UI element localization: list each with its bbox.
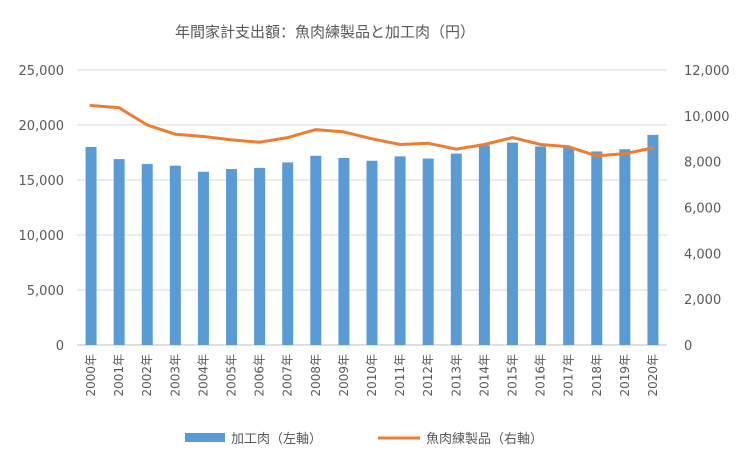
bar	[394, 156, 406, 345]
bar	[591, 151, 603, 345]
x-tick-label: 2006年	[253, 354, 267, 397]
left-axis: 0 5,000 10,000 15,000 20,000 25,000	[19, 64, 65, 354]
x-tick-label: 2011年	[393, 354, 407, 397]
x-axis: 2000年 2001年 2002年 2003年 2004年 2005年 2006年 2007年…	[84, 354, 660, 397]
x-tick-label: 2000年	[84, 354, 98, 397]
left-tick-label: 15,000	[19, 174, 65, 189]
x-tick-label: 2002年	[140, 354, 154, 397]
line-series-layer	[89, 104, 655, 158]
legend: 加工肉（左軸） 魚肉練製品（右軸）	[185, 432, 543, 447]
x-tick-label: 2013年	[449, 354, 463, 397]
x-tick-label: 2007年	[281, 354, 295, 397]
bar	[535, 146, 547, 345]
x-tick-label: 2015年	[506, 354, 520, 397]
bar	[226, 169, 238, 345]
bar	[282, 162, 294, 345]
x-tick-label: 2018年	[590, 354, 604, 397]
bar	[506, 142, 518, 345]
left-tick-label: 20,000	[19, 119, 65, 134]
left-tick-label: 0	[56, 339, 64, 354]
right-tick-label: 0	[684, 339, 692, 354]
x-tick-label: 2005年	[225, 354, 239, 397]
left-tick-label: 5,000	[27, 284, 64, 299]
x-tick-label: 2019年	[618, 354, 632, 397]
x-tick-label: 2016年	[534, 354, 548, 397]
right-axis: 0 2,000 4,000 6,000 8,000 10,000 12,000	[684, 64, 730, 354]
bar	[254, 167, 266, 345]
right-tick-label: 2,000	[684, 293, 721, 308]
x-tick-label: 2003年	[168, 354, 182, 397]
right-tick-label: 6,000	[684, 202, 721, 217]
x-tick-label: 2001年	[112, 354, 126, 397]
bar	[169, 165, 181, 345]
legend-swatch-bar	[185, 433, 225, 442]
x-tick-label: 2009年	[337, 354, 351, 397]
legend-label-line: 魚肉練製品（右軸）	[426, 432, 543, 447]
x-tick-label: 2020年	[646, 354, 660, 397]
bar	[197, 171, 209, 345]
bar	[619, 149, 631, 345]
right-tick-label: 12,000	[684, 64, 730, 79]
x-tick-label: 2004年	[196, 354, 210, 397]
x-tick-label: 2014年	[477, 354, 491, 397]
bar	[647, 134, 659, 345]
right-tick-label: 10,000	[684, 110, 730, 125]
bar	[338, 158, 350, 345]
left-tick-label: 10,000	[19, 229, 65, 244]
bar	[85, 147, 97, 345]
x-tick-label: 2008年	[309, 354, 323, 397]
bar	[141, 164, 153, 345]
x-tick-label: 2010年	[365, 354, 379, 397]
legend-label-bar: 加工肉（左軸）	[231, 432, 322, 447]
right-tick-label: 4,000	[684, 247, 721, 262]
x-tick-label: 2012年	[421, 354, 435, 397]
bar	[422, 158, 434, 345]
x-tick-label: 2017年	[562, 354, 576, 397]
bar	[450, 153, 462, 345]
bar	[310, 155, 322, 345]
line-series	[89, 104, 655, 158]
bar	[366, 160, 378, 345]
chart-title: 年間家計支出額：魚肉練製品と加工肉（円）	[175, 23, 475, 41]
bar	[113, 159, 125, 345]
bar-series	[85, 134, 659, 345]
bar	[478, 145, 490, 345]
right-tick-label: 8,000	[684, 156, 721, 171]
bar	[563, 147, 575, 345]
left-tick-label: 25,000	[19, 64, 65, 79]
